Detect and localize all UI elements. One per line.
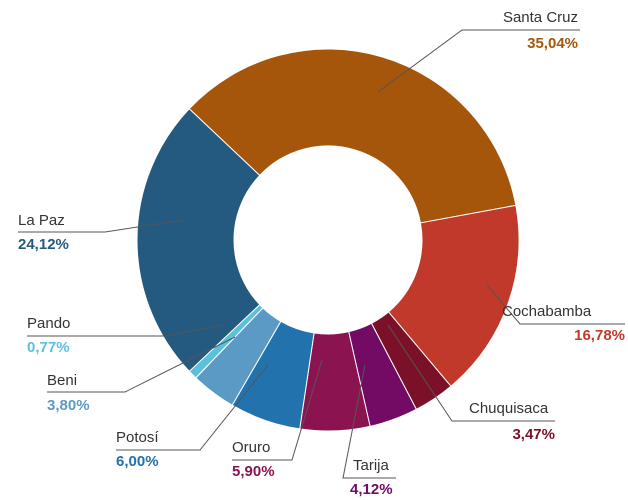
slice-name: Potosí (116, 429, 159, 446)
slice-name: Cochabamba (502, 303, 592, 320)
leader-line (342, 364, 396, 479)
slice-value-label: 4,12% (350, 481, 393, 498)
leader-line (387, 324, 555, 422)
slice-value-label: 3,80% (47, 397, 90, 414)
slice-name: Oruro (232, 439, 270, 456)
leader-line (377, 29, 580, 93)
leader-line (18, 219, 184, 233)
leader-line (486, 284, 625, 325)
slice-name: Beni (47, 372, 77, 389)
slice-name: Santa Cruz (503, 9, 578, 26)
slice-value-label: 0,77% (27, 339, 70, 356)
slice-value-label: 6,00% (116, 453, 159, 470)
slice (188, 48, 517, 224)
leader-line (232, 359, 323, 461)
slice (136, 108, 261, 373)
slice-value-label: 3,47% (512, 426, 555, 443)
slice (387, 204, 520, 387)
leader-line (47, 336, 236, 393)
slice-value-label: 35,04% (527, 35, 578, 52)
slice-value-label: 16,78% (574, 327, 625, 344)
leader-line (27, 324, 223, 337)
slice-name: Tarija (353, 457, 390, 474)
slice-value-label: 5,90% (232, 463, 275, 480)
slice-name: Pando (27, 315, 70, 332)
slice-name: La Paz (18, 212, 65, 229)
leader-line (116, 364, 269, 451)
slice-value-label: 24,12% (18, 236, 69, 253)
slice-name: Chuquisaca (469, 400, 549, 417)
